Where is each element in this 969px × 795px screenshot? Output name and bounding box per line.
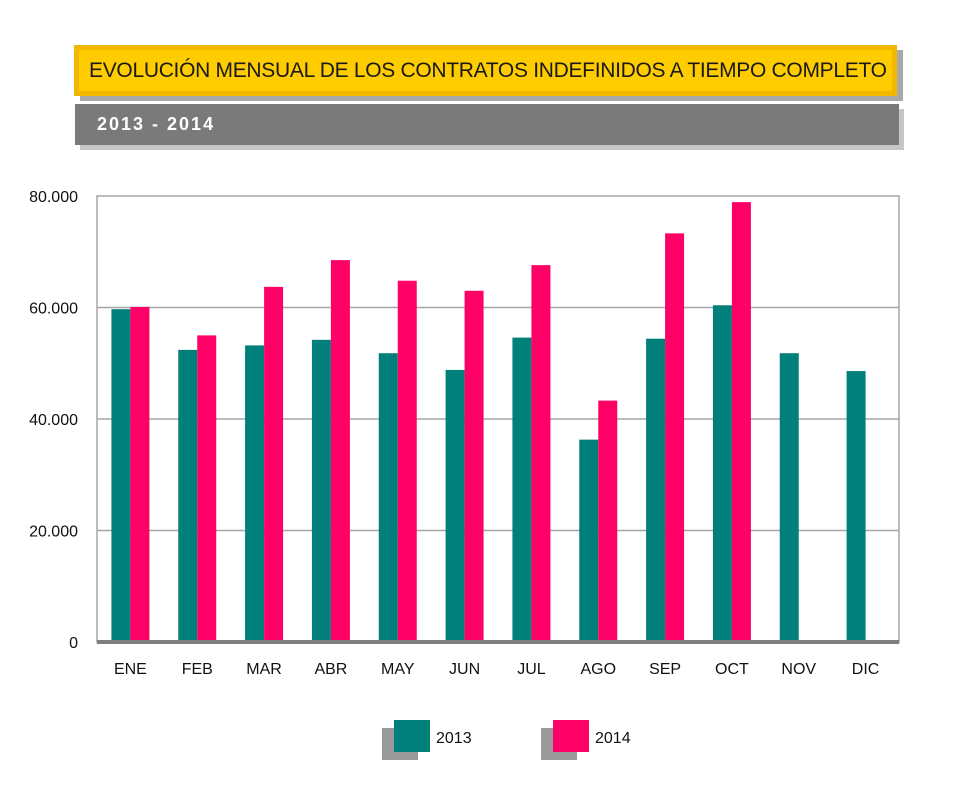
y-tick-label: 20.000	[29, 524, 78, 541]
y-tick-label: 80.000	[29, 189, 78, 206]
bar-2013-jun	[445, 369, 465, 642]
bar-2013-ene	[111, 309, 131, 642]
legend-swatch-2013	[394, 720, 430, 752]
y-tick-label: 40.000	[29, 412, 78, 429]
bar-2013-nov	[779, 353, 799, 642]
title-box: EVOLUCIÓN MENSUAL DE LOS CONTRATOS INDEF…	[74, 45, 897, 96]
x-tick-label: JUN	[449, 661, 480, 678]
bar-2013-dic	[846, 371, 866, 642]
y-tick-label: 0	[69, 635, 78, 652]
bar-2013-oct	[712, 305, 732, 642]
bar-2014-ago	[598, 400, 618, 642]
bar-2014-abr	[330, 260, 350, 642]
x-tick-label: DIC	[852, 661, 880, 678]
x-tick-label: SEP	[649, 661, 681, 678]
bar-2014-mar	[264, 286, 284, 642]
chart-subtitle: 2013 - 2014	[75, 104, 899, 145]
bar-2013-feb	[178, 349, 198, 642]
bar-2013-jul	[512, 337, 532, 642]
bar-2014-feb	[197, 335, 217, 642]
bar-2014-jun	[464, 290, 484, 642]
x-tick-label: ENE	[114, 661, 147, 678]
bar-2013-ago	[579, 439, 599, 642]
y-tick-label: 60.000	[29, 301, 78, 318]
x-tick-label: JUL	[517, 661, 546, 678]
bar-2013-sep	[646, 338, 666, 642]
bar-2013-mar	[245, 345, 265, 642]
bar-2014-jul	[531, 265, 551, 642]
legend-label-2013: 2013	[436, 730, 472, 747]
bar-2014-ene	[130, 306, 150, 642]
bar-2014-sep	[665, 233, 685, 643]
x-tick-label: FEB	[182, 661, 213, 678]
x-tick-label: MAY	[381, 661, 415, 678]
x-tick-label: OCT	[715, 661, 749, 678]
x-tick-label: MAR	[246, 661, 282, 678]
bar-2014-may	[397, 280, 417, 642]
x-tick-label: NOV	[781, 661, 816, 678]
chart-title: EVOLUCIÓN MENSUAL DE LOS CONTRATOS INDEF…	[79, 50, 892, 91]
bar-2013-abr	[311, 339, 331, 642]
bar-2014-oct	[731, 202, 751, 642]
x-tick-label: AGO	[580, 661, 616, 678]
bar-2013-may	[378, 353, 398, 642]
legend-label-2014: 2014	[595, 730, 631, 747]
x-tick-label: ABR	[314, 661, 347, 678]
legend-swatch-2014	[553, 720, 589, 752]
